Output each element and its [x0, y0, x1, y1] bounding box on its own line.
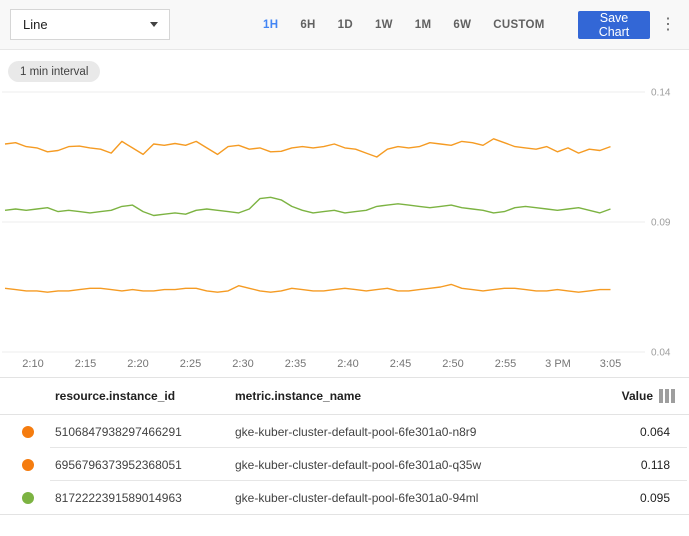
series-color-dot: [22, 491, 34, 504]
series-line: [4, 138, 611, 158]
x-axis-label: 2:20: [127, 358, 148, 370]
save-chart-button[interactable]: Save Chart: [578, 11, 650, 39]
range-button-custom[interactable]: CUSTOM: [493, 19, 545, 31]
cell-value: 0.095: [639, 490, 670, 505]
series-color-dot: [22, 425, 34, 438]
x-axis-label: 2:30: [232, 358, 253, 370]
line-chart-area[interactable]: 0.14 0.09 0.04 2:10 2:15 2:20 2:25 2:30 2:35 2:40…: [0, 80, 689, 375]
series-color-dot: [22, 458, 34, 471]
cell-instance-id: 6956796373952368051: [55, 457, 182, 472]
overflow-menu-icon[interactable]: ⋮: [660, 16, 676, 33]
range-button-1d[interactable]: 1D: [337, 19, 353, 31]
range-button-6w[interactable]: 6W: [453, 19, 472, 31]
y-axis-label: 0.09: [651, 218, 671, 229]
interval-chip: 1 min interval: [8, 61, 101, 82]
range-button-6h[interactable]: 6H: [300, 19, 316, 31]
chart-type-dropdown[interactable]: Line: [10, 9, 170, 40]
range-button-1h[interactable]: 1H: [263, 19, 279, 31]
chart-toolbar: Line 1H 6H 1D 1W 1M 6W CUSTOM Save Chart…: [0, 0, 689, 50]
column-header-value: Value: [621, 389, 653, 403]
legend-table-body: 5106847938297466291 gke-kuber-cluster-de…: [0, 415, 689, 515]
column-header-metric-name: metric.instance_name: [235, 389, 362, 403]
x-axis-label: 3 PM: [545, 358, 571, 370]
x-axis-label: 2:55: [495, 358, 516, 370]
x-axis-label: 2:40: [337, 358, 358, 370]
cell-value: 0.118: [640, 457, 670, 472]
cell-instance-id: 5106847938297466291: [55, 424, 182, 439]
legend-table: resource.instance_id metric.instance_nam…: [0, 377, 689, 515]
table-row[interactable]: 6956796373952368051 gke-kuber-cluster-de…: [0, 448, 689, 481]
series-line: [4, 283, 611, 293]
range-button-1m[interactable]: 1M: [414, 19, 432, 31]
x-axis-label: 2:10: [22, 358, 43, 370]
chevron-down-icon: [150, 22, 158, 27]
x-axis-label: 2:50: [442, 358, 463, 370]
y-axis-label: 0.04: [651, 348, 671, 359]
cell-metric-name: gke-kuber-cluster-default-pool-6fe301a0-…: [235, 457, 482, 472]
table-row[interactable]: 5106847938297466291 gke-kuber-cluster-de…: [0, 415, 689, 448]
range-button-1w[interactable]: 1W: [374, 19, 393, 31]
cell-value: 0.064: [639, 424, 670, 439]
time-range-group: 1H 6H 1D 1W 1M 6W CUSTOM: [252, 0, 556, 50]
cell-instance-id: 8172222391589014963: [55, 490, 182, 505]
series-line: [4, 196, 611, 217]
x-axis-label: 2:35: [285, 358, 306, 370]
column-selector-icon[interactable]: [653, 389, 689, 403]
x-axis-label: 2:45: [390, 358, 411, 370]
table-row[interactable]: 8172222391589014963 gke-kuber-cluster-de…: [0, 481, 689, 514]
chart-type-value: Line: [23, 17, 48, 32]
x-axis-label: 3:05: [600, 358, 621, 370]
cell-metric-name: gke-kuber-cluster-default-pool-6fe301a0-…: [235, 424, 477, 439]
cell-metric-name: gke-kuber-cluster-default-pool-6fe301a0-…: [235, 490, 479, 505]
x-axis-label: 2:25: [180, 358, 201, 370]
x-axis-label: 2:15: [75, 358, 96, 370]
column-header-instance-id: resource.instance_id: [55, 389, 176, 403]
legend-table-header: resource.instance_id metric.instance_nam…: [0, 377, 689, 415]
y-axis-label: 0.14: [651, 88, 671, 99]
